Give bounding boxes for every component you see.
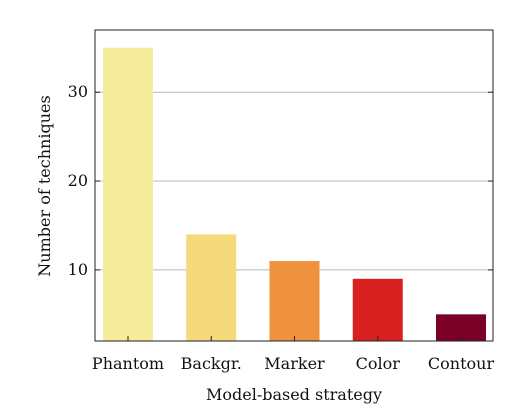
y-tick-label: 30 bbox=[68, 82, 88, 101]
bar-phantom bbox=[103, 47, 153, 342]
gridlines bbox=[95, 91, 493, 271]
y-axis-ticks: 10 20 30 bbox=[68, 82, 493, 279]
y-tick-label: 10 bbox=[68, 260, 88, 279]
bar-marker bbox=[269, 261, 320, 341]
x-axis-ticks: Phantom Backgr. Marker Color Contour bbox=[92, 336, 495, 373]
x-axis-title: Model-based strategy bbox=[206, 385, 382, 404]
x-tick-label: Contour bbox=[428, 354, 495, 373]
y-tick-label: 20 bbox=[68, 171, 88, 190]
x-tick-label: Phantom bbox=[92, 354, 164, 373]
bar-color bbox=[352, 278, 403, 341]
bars bbox=[103, 47, 486, 342]
y-axis-title: Number of techniques bbox=[35, 95, 54, 276]
bar-backgr bbox=[186, 234, 237, 341]
x-tick-label: Color bbox=[356, 354, 401, 373]
x-tick-label: Marker bbox=[264, 354, 325, 373]
x-tick-label: Backgr. bbox=[181, 354, 242, 373]
